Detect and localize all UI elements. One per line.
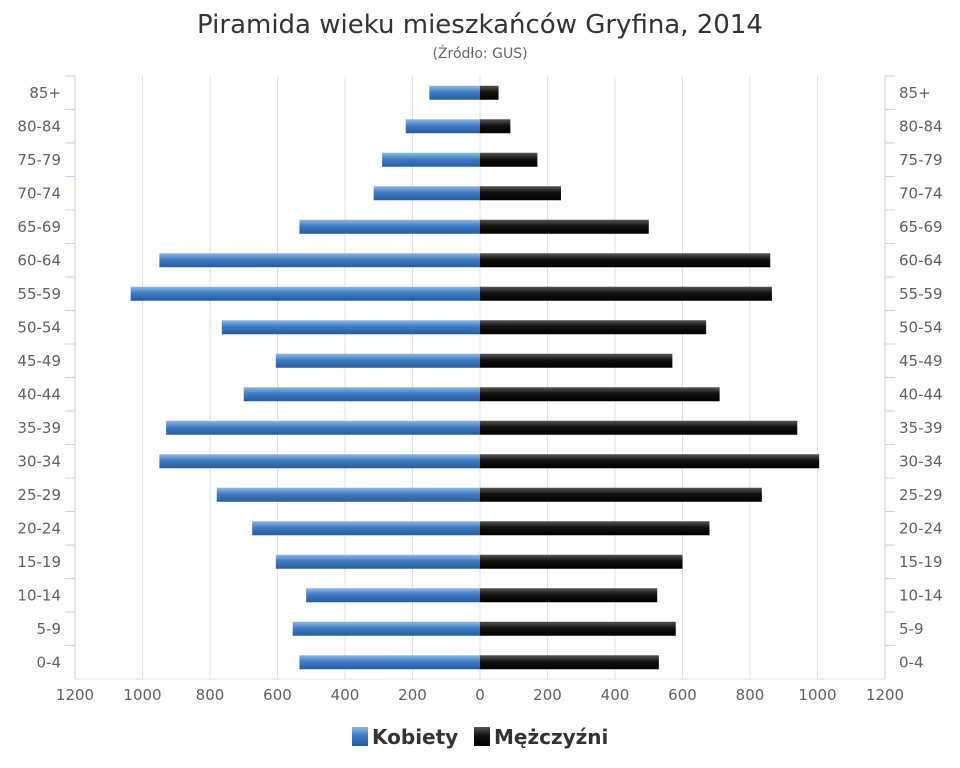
y-tick-label-right: 15-19 bbox=[899, 553, 943, 571]
y-tick-label-left: 25-29 bbox=[17, 486, 61, 504]
x-tick-label: 600 bbox=[668, 686, 697, 704]
y-tick-label-left: 10-14 bbox=[17, 586, 61, 604]
y-tick-label-left: 50-54 bbox=[17, 318, 61, 336]
bar-kobiety bbox=[299, 219, 480, 234]
x-tick-label: 1200 bbox=[56, 686, 94, 704]
bar-kobiety bbox=[275, 353, 480, 368]
axes: 1200 1000 800 600 400 200 0 200 400 600 800 1000 120… bbox=[17, 75, 943, 704]
bar-mezczyzni bbox=[480, 521, 710, 536]
bar-kobiety bbox=[216, 487, 480, 502]
bar-kobiety bbox=[159, 454, 480, 469]
bar-kobiety bbox=[429, 85, 480, 100]
bar-kobiety bbox=[166, 420, 480, 435]
y-tick-label-left: 40-44 bbox=[17, 385, 61, 403]
y-tick-label-right: 60-64 bbox=[899, 251, 943, 269]
x-tick-label: 1000 bbox=[798, 686, 836, 704]
y-tick-label-left: 5-9 bbox=[37, 620, 62, 638]
x-tick-label: 200 bbox=[398, 686, 427, 704]
y-tick-label-left: 30-34 bbox=[17, 452, 61, 470]
y-tick-label-left: 55-59 bbox=[17, 285, 61, 303]
bar-kobiety bbox=[275, 554, 480, 569]
bar-mezczyzni bbox=[480, 320, 707, 335]
bar-mezczyzni bbox=[480, 387, 720, 402]
x-tick-label: 200 bbox=[533, 686, 562, 704]
legend-label-kobiety[interactable]: Kobiety bbox=[372, 725, 458, 749]
y-tick-label-left: 35-39 bbox=[17, 419, 61, 437]
x-tick-label: 800 bbox=[196, 686, 225, 704]
bar-mezczyzni bbox=[480, 621, 676, 636]
bar-mezczyzni bbox=[480, 85, 499, 100]
y-tick-label-left: 20-24 bbox=[17, 519, 61, 537]
x-tick-label: 800 bbox=[736, 686, 765, 704]
bar-kobiety bbox=[373, 186, 480, 201]
chart-title: Piramida wieku mieszkańców Gryfina, 2014 bbox=[197, 10, 763, 40]
bar-kobiety bbox=[221, 320, 480, 335]
chart-subtitle: (Źródło: GUS) bbox=[432, 44, 527, 62]
y-tick-label-right: 65-69 bbox=[899, 218, 943, 236]
y-tick-label-left: 15-19 bbox=[17, 553, 61, 571]
y-tick-label-right: 45-49 bbox=[899, 352, 943, 370]
y-tick-label-right: 10-14 bbox=[899, 586, 943, 604]
bar-mezczyzni bbox=[480, 219, 649, 234]
y-tick-label-right: 50-54 bbox=[899, 318, 943, 336]
bar-mezczyzni bbox=[480, 454, 820, 469]
bars bbox=[130, 85, 820, 670]
y-tick-label-left: 70-74 bbox=[17, 184, 61, 202]
y-tick-label-right: 5-9 bbox=[899, 620, 924, 638]
bar-mezczyzni bbox=[480, 420, 798, 435]
y-tick-label-left: 80-84 bbox=[17, 117, 61, 135]
y-tick-label-left: 0-4 bbox=[37, 653, 62, 671]
bar-mezczyzni bbox=[480, 253, 771, 268]
bar-mezczyzni bbox=[480, 588, 658, 603]
y-tick-label-left: 60-64 bbox=[17, 251, 61, 269]
legend: Kobiety Mężczyźni bbox=[352, 725, 608, 749]
y-tick-label-left: 45-49 bbox=[17, 352, 61, 370]
bar-kobiety bbox=[130, 286, 480, 301]
bar-kobiety bbox=[252, 521, 480, 536]
y-tick-label-right: 20-24 bbox=[899, 519, 943, 537]
bar-kobiety bbox=[159, 253, 480, 268]
legend-swatch-kobiety[interactable] bbox=[352, 727, 368, 746]
y-tick-label-right: 85+ bbox=[899, 84, 931, 102]
y-tick-label-left: 75-79 bbox=[17, 151, 61, 169]
legend-label-mezczyzni[interactable]: Mężczyźni bbox=[494, 725, 608, 749]
x-tick-label: 0 bbox=[475, 686, 485, 704]
bar-mezczyzni bbox=[480, 186, 561, 201]
y-tick-label-right: 80-84 bbox=[899, 117, 943, 135]
bar-kobiety bbox=[299, 655, 480, 670]
bar-kobiety bbox=[306, 588, 480, 603]
y-tick-label-right: 70-74 bbox=[899, 184, 943, 202]
x-tick-label: 1200 bbox=[866, 686, 904, 704]
bar-mezczyzni bbox=[480, 152, 538, 167]
bar-kobiety bbox=[243, 387, 480, 402]
y-tick-label-right: 55-59 bbox=[899, 285, 943, 303]
bar-kobiety bbox=[382, 152, 480, 167]
bar-mezczyzni bbox=[480, 487, 762, 502]
y-tick-label-right: 30-34 bbox=[899, 452, 943, 470]
bar-mezczyzni bbox=[480, 554, 683, 569]
y-tick-label-left: 65-69 bbox=[17, 218, 61, 236]
y-tick-label-right: 25-29 bbox=[899, 486, 943, 504]
x-tick-label: 1000 bbox=[123, 686, 161, 704]
y-tick-label-right: 40-44 bbox=[899, 385, 943, 403]
y-tick-label-left: 85+ bbox=[29, 84, 61, 102]
bar-mezczyzni bbox=[480, 119, 511, 134]
bar-kobiety bbox=[405, 119, 480, 134]
y-tick-label-right: 0-4 bbox=[899, 653, 924, 671]
legend-swatch-mezczyzni[interactable] bbox=[474, 727, 490, 746]
bar-mezczyzni bbox=[480, 655, 659, 670]
x-tick-label: 600 bbox=[263, 686, 292, 704]
bar-kobiety bbox=[292, 621, 480, 636]
bar-mezczyzni bbox=[480, 353, 673, 368]
y-tick-label-right: 35-39 bbox=[899, 419, 943, 437]
bar-mezczyzni bbox=[480, 286, 772, 301]
y-tick-label-right: 75-79 bbox=[899, 151, 943, 169]
x-tick-label: 400 bbox=[601, 686, 630, 704]
x-tick-label: 400 bbox=[331, 686, 360, 704]
